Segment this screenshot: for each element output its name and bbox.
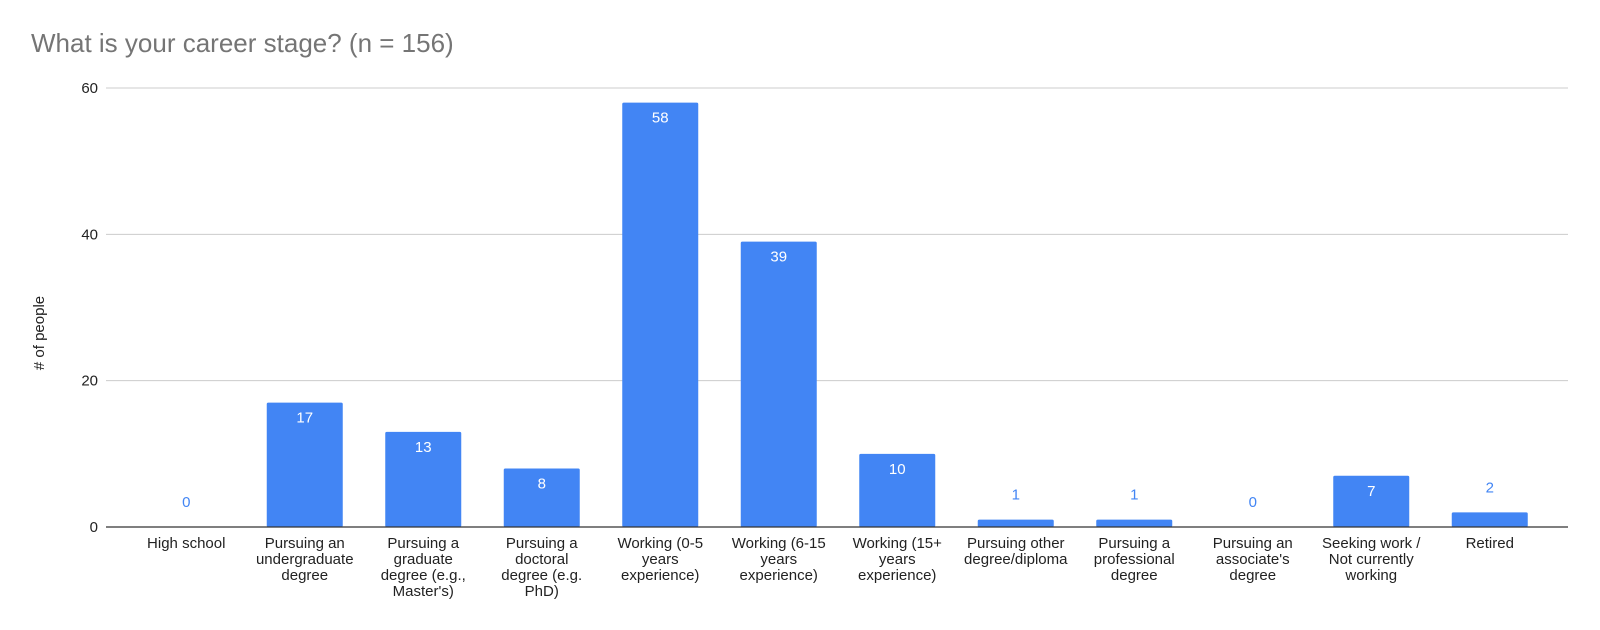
x-tick-label-line: Not currently	[1329, 551, 1415, 568]
x-tick-label: High school	[147, 535, 225, 552]
x-tick-label: Pursuing an associate's degree	[1213, 535, 1293, 584]
bars	[266, 102, 1528, 527]
x-tick-label-line: Retired	[1466, 535, 1514, 552]
x-tick-label: Retired	[1466, 535, 1514, 552]
x-tick-label-line: Pursuing a	[1098, 535, 1170, 552]
x-tick-label-line: High school	[147, 535, 225, 552]
bar	[622, 102, 699, 527]
y-axis-label: # of people	[31, 296, 48, 370]
bar	[740, 241, 817, 527]
data-label: 7	[1367, 483, 1375, 500]
y-tick-label: 40	[81, 226, 98, 243]
x-tick-label-line: Pursuing an	[1213, 535, 1293, 552]
data-label: 2	[1486, 479, 1494, 496]
x-tick-label-line: degree (e.g.	[501, 567, 582, 584]
gridlines	[106, 87, 1568, 382]
x-tick-label: Pursuing other degree/diploma	[964, 535, 1068, 568]
data-label: 1	[1012, 487, 1020, 504]
data-label: 1	[1130, 487, 1138, 504]
x-tick-label: Seeking work / Not currently working	[1322, 535, 1421, 584]
bar	[1451, 512, 1528, 527]
x-tick-label-line: Pursuing a	[506, 535, 578, 552]
data-label: 17	[296, 410, 313, 427]
x-tick-label-line: degree	[281, 567, 328, 584]
x-tick-label: Pursuing an undergraduate degree	[256, 535, 354, 584]
chart-title: What is your career stage? (n = 156)	[31, 28, 454, 58]
x-tick-label-line: years	[642, 551, 679, 568]
x-tick-label-line: degree	[1111, 567, 1158, 584]
x-tick-label: Pursuing a graduate degree (e.g., Master's)	[381, 535, 466, 600]
x-tick-label-line: degree/diploma	[964, 551, 1068, 568]
x-tick-label: Working (0-5 years experience)	[617, 535, 703, 584]
x-tick-label-line: PhD)	[525, 583, 559, 600]
x-tick-label-line: graduate	[394, 551, 453, 568]
x-tick-label-line: Seeking work /	[1322, 535, 1421, 552]
data-label: 39	[770, 249, 787, 266]
y-tick-label: 0	[90, 519, 98, 536]
x-tick-label-line: Working (6-15	[732, 535, 826, 552]
x-tick-label: Working (6-15 years experience)	[732, 535, 826, 584]
x-tick-label-line: doctoral	[515, 551, 568, 568]
x-tick-label-line: associate's	[1216, 551, 1290, 568]
x-tick-label: Working (15+ years experience)	[853, 535, 943, 584]
x-tick-label-line: working	[1344, 567, 1397, 584]
x-tick-label-line: years	[879, 551, 916, 568]
data-label: 0	[1249, 494, 1257, 511]
y-tick-label: 20	[81, 373, 98, 390]
x-tick-label-line: Pursuing other	[967, 535, 1065, 552]
y-tick-label: 60	[81, 80, 98, 97]
y-axis-ticks: 0 20 40 60	[81, 80, 98, 536]
bar	[1333, 475, 1410, 527]
data-label: 13	[415, 439, 432, 456]
x-tick-label-line: undergraduate	[256, 551, 354, 568]
bar	[1096, 519, 1173, 527]
x-tick-label-line: experience)	[740, 567, 818, 584]
bar	[977, 519, 1054, 527]
x-tick-label-line: Master's)	[393, 583, 454, 600]
x-tick-label-line: Working (0-5	[617, 535, 703, 552]
bar	[503, 468, 580, 527]
data-label: 0	[182, 494, 190, 511]
x-tick-label-line: Working (15+	[853, 535, 943, 552]
x-tick-label: Pursuing a doctoral degree (e.g. PhD)	[501, 535, 582, 600]
data-label: 8	[538, 475, 546, 492]
x-tick-label: Pursuing a professional degree	[1094, 535, 1175, 584]
x-tick-label-line: experience)	[858, 567, 936, 584]
x-tick-label-line: degree	[1229, 567, 1276, 584]
x-axis-ticks: High school Pursuing an undergraduate degre…	[147, 535, 1514, 600]
x-tick-label-line: Pursuing a	[387, 535, 459, 552]
bar	[859, 453, 936, 527]
x-tick-label-line: Pursuing an	[265, 535, 345, 552]
x-tick-label-line: professional	[1094, 551, 1175, 568]
x-tick-label-line: years	[760, 551, 797, 568]
x-tick-label-line: degree (e.g.,	[381, 567, 466, 584]
data-label: 58	[652, 110, 669, 127]
data-label: 10	[889, 461, 906, 478]
bar	[266, 402, 343, 527]
x-tick-label-line: experience)	[621, 567, 699, 584]
bar	[385, 431, 462, 527]
